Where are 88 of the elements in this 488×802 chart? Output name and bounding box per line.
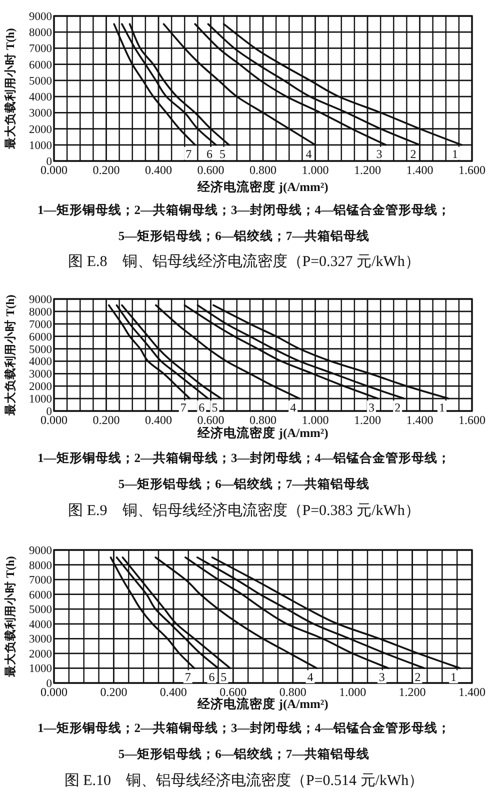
y-tick-label: 5000 bbox=[29, 75, 52, 88]
text: 5—矩形铝母线；6—铝绞线；7—共箱铝母线 bbox=[118, 746, 370, 761]
y-tick-label: 0 bbox=[46, 156, 52, 168]
text: 图 E.10 铜、铝母线经济电流密度（P=0.514 元/kWh） bbox=[64, 772, 424, 789]
x-tick-label: 0.200 bbox=[92, 163, 120, 177]
y-axis-title: 最大负载利用小时 T(h) bbox=[3, 294, 17, 416]
series-label: 6 bbox=[208, 670, 215, 684]
x-tick-label: 0.600 bbox=[197, 413, 224, 427]
x-tick-label: 1.600 bbox=[458, 163, 486, 177]
y-tick-label: 4000 bbox=[29, 618, 52, 631]
series-label: 5 bbox=[212, 400, 218, 415]
x-tick-label: 1.400 bbox=[406, 413, 434, 427]
y-tick-label: 3000 bbox=[29, 368, 52, 381]
x-tick-label: 0.800 bbox=[279, 685, 306, 699]
series-label: 1 bbox=[450, 670, 457, 684]
y-tick-label: 2000 bbox=[29, 648, 52, 660]
series-label: 7 bbox=[184, 670, 191, 684]
x-tick-label: 0.400 bbox=[145, 413, 172, 427]
y-tick-label: 5000 bbox=[29, 344, 52, 356]
text: 图 E.8 铜、铝母线经济电流密度（P=0.327 元/kWh） bbox=[68, 253, 420, 270]
x-tick-label: 0.600 bbox=[197, 163, 224, 177]
x-tick-label: 1.400 bbox=[458, 685, 486, 699]
y-tick-label: 6000 bbox=[29, 331, 52, 344]
y-tick-label: 9000 bbox=[29, 11, 52, 23]
y-axis-title: 最大负载利用小时 T(h) bbox=[3, 556, 17, 678]
series-label: 7 bbox=[186, 146, 192, 161]
x-tick-label: 1.000 bbox=[302, 163, 329, 177]
x-tick-label: 1.000 bbox=[302, 413, 329, 427]
y-tick-label: 1000 bbox=[29, 140, 52, 152]
x-tick-label: 1.200 bbox=[398, 685, 426, 699]
y-tick-label: 4000 bbox=[29, 92, 52, 104]
series-label: 2 bbox=[394, 400, 401, 415]
x-axis-title: 经济电流密度 j(A/mm²) bbox=[196, 696, 328, 711]
series-label: 5 bbox=[220, 146, 226, 161]
y-tick-label: 1000 bbox=[29, 394, 52, 406]
y-tick-label: 4000 bbox=[29, 356, 52, 368]
y-tick-label: 0 bbox=[46, 678, 52, 690]
text: 图 E.9 铜、铝母线经济电流密度（P=0.383 元/kWh） bbox=[68, 502, 420, 519]
y-tick-label: 9000 bbox=[29, 294, 52, 306]
y-tick-label: 2000 bbox=[29, 124, 52, 136]
series-label: 3 bbox=[378, 670, 385, 684]
x-axis-title: 经济电流密度 j(A/mm²) bbox=[196, 179, 328, 194]
series-label: 3 bbox=[376, 146, 382, 161]
x-tick-label: 1.200 bbox=[354, 413, 381, 427]
y-tick-label: 6000 bbox=[29, 59, 52, 72]
text: 5—矩形铝母线；6—铝绞线；7—共箱铝母线 bbox=[118, 228, 370, 243]
y-tick-label: 3000 bbox=[29, 634, 52, 646]
y-axis-title: 最大负载利用小时 T(h) bbox=[3, 28, 17, 150]
x-tick-label: 1.000 bbox=[339, 685, 366, 699]
series-label: 1 bbox=[452, 146, 458, 161]
x-tick-label: 0.400 bbox=[160, 685, 187, 699]
y-tick-label: 7000 bbox=[29, 574, 52, 587]
y-tick-label: 7000 bbox=[29, 318, 52, 331]
y-tick-label: 9000 bbox=[29, 545, 52, 557]
series-label: 4 bbox=[290, 400, 296, 415]
text: 1—矩形铜母线；2—共箱铜母线；3—封闭母线；4—铝锰合金管形母线； bbox=[38, 450, 450, 465]
series-label: 6 bbox=[198, 400, 205, 415]
x-tick-label: 1.200 bbox=[354, 163, 381, 177]
y-tick-label: 8000 bbox=[29, 27, 52, 40]
series-label: 5 bbox=[220, 670, 227, 684]
series-label: 1 bbox=[438, 400, 445, 415]
y-tick-label: 0 bbox=[46, 406, 52, 418]
y-tick-label: 8000 bbox=[29, 560, 52, 572]
x-tick-label: 1.400 bbox=[406, 163, 434, 177]
x-tick-label: 1.600 bbox=[458, 413, 486, 427]
x-tick-label: 0.800 bbox=[250, 413, 276, 427]
x-tick-label: 0.800 bbox=[250, 163, 276, 177]
series-label: 3 bbox=[368, 400, 374, 415]
y-tick-label: 7000 bbox=[29, 43, 52, 56]
y-tick-label: 8000 bbox=[29, 306, 52, 318]
series-label: 7 bbox=[180, 400, 186, 415]
x-axis-title: 经济电流密度 j(A/mm²) bbox=[196, 425, 328, 440]
y-tick-label: 3000 bbox=[29, 108, 52, 120]
text: 1—矩形铜母线；2—共箱铜母线；3—封闭母线；4—铝锰合金管形母线； bbox=[38, 202, 450, 217]
y-tick-label: 2000 bbox=[29, 381, 52, 394]
y-tick-label: 5000 bbox=[29, 604, 52, 616]
x-tick-label: 0.200 bbox=[92, 413, 120, 427]
text: 5—矩形铝母线；6—铝绞线；7—共箱铝母线 bbox=[118, 476, 370, 491]
text: 1—矩形铜母线；2—共箱铜母线；3—封闭母线；4—铝锰合金管形母线； bbox=[38, 720, 450, 735]
y-tick-label: 1000 bbox=[29, 663, 52, 676]
x-tick-label: 0.400 bbox=[145, 163, 172, 177]
series-label: 6 bbox=[206, 146, 212, 161]
series-label: 4 bbox=[307, 670, 314, 684]
x-tick-label: 0.200 bbox=[100, 685, 128, 699]
y-tick-label: 6000 bbox=[29, 589, 52, 602]
series-label: 2 bbox=[410, 146, 416, 161]
series-label: 2 bbox=[414, 670, 421, 684]
series-label: 4 bbox=[306, 146, 312, 161]
